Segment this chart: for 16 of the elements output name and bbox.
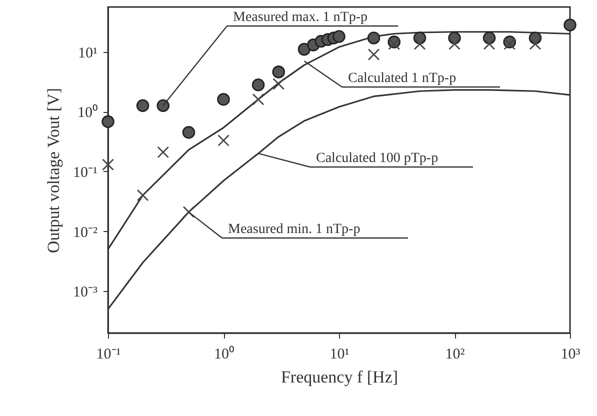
y-tick-label: 10⁻² <box>73 224 98 241</box>
x-axis-title: Frequency f [Hz] <box>280 368 398 386</box>
annotation: Measured min. 1 nTp-p <box>228 222 360 237</box>
annotation: Calculated 1 nTp-p <box>348 71 456 86</box>
x-tick-label: 10¹ <box>330 346 350 362</box>
x-tick-label: 10² <box>445 346 466 362</box>
x-tick-label: 10⁰ <box>214 346 234 362</box>
x-tick-label: 10⁻¹ <box>96 346 121 362</box>
annotation: Measured max. 1 nTp-p <box>233 10 368 25</box>
y-axis-title: Output voltage Vout [V] <box>44 88 64 254</box>
x-tick-label: 10³ <box>560 346 581 362</box>
y-tick-label: 10¹ <box>78 45 98 62</box>
annotation: Calculated 100 pTp-p <box>316 151 438 166</box>
y-tick-label: 10⁻¹ <box>73 164 98 181</box>
y-tick-label: 10⁻³ <box>73 284 98 301</box>
y-tick-label: 10⁰ <box>78 104 98 122</box>
